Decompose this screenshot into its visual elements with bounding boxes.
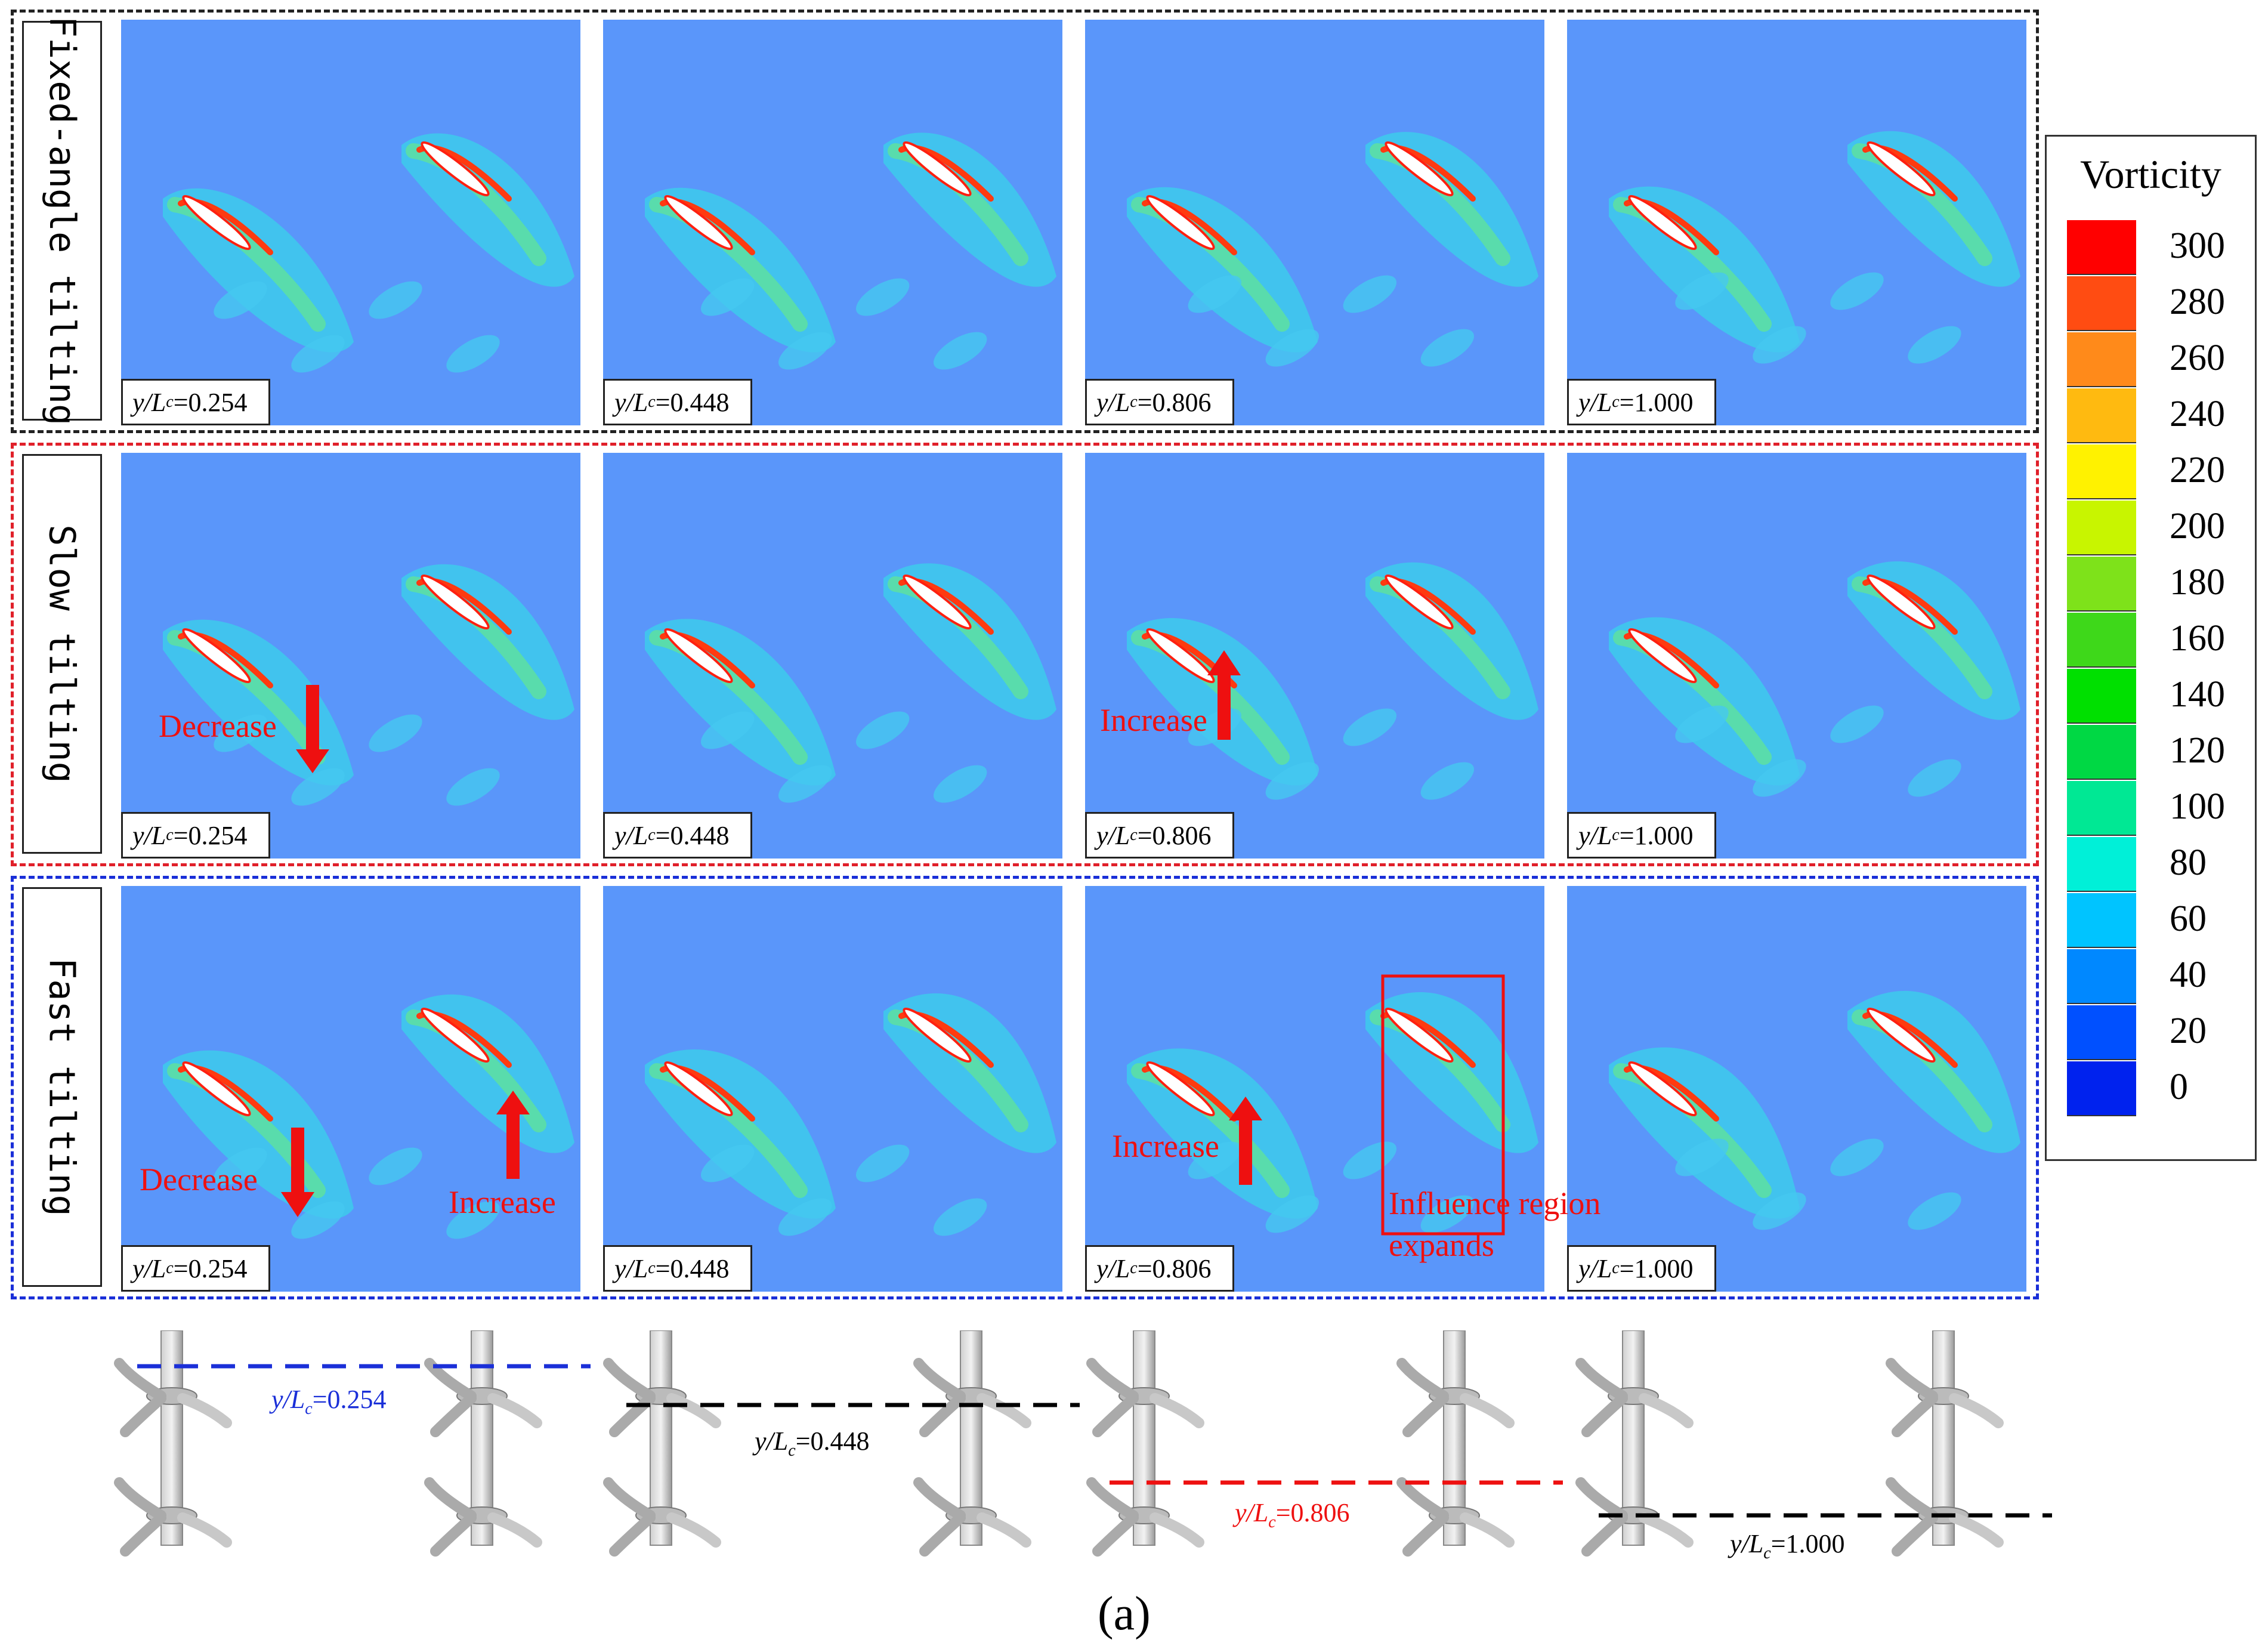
legend-tick-label: 100: [2170, 786, 2225, 827]
legend-tick-label: 120: [2170, 730, 2225, 771]
legend-swatch: [2067, 388, 2136, 443]
legend-tick-label: 140: [2170, 674, 2225, 715]
vorticity-legend: Vorticity 300 280 260 240 220 200 180 160 140 120…: [2045, 135, 2257, 1161]
vorticity-field: [1609, 561, 2020, 797]
legend-tick-label: 40: [2170, 955, 2207, 995]
legend-swatch: [2067, 1061, 2136, 1116]
legend-tick-label: 300: [2170, 226, 2225, 266]
legend-swatch: [2067, 949, 2136, 1004]
legend-tick-label: 20: [2170, 1011, 2207, 1051]
legend-swatch: [2067, 613, 2136, 668]
height-label: y/Lc=0.254: [271, 1385, 387, 1418]
legend-swatch: [2067, 501, 2136, 555]
vorticity-field: [645, 563, 1056, 803]
row-label-fixed-angle: Fixed-angle tilting: [22, 16, 102, 425]
row-label-fast: Fast tilting: [22, 887, 102, 1287]
vorticity-field: [163, 994, 574, 1239]
legend-tick-label: 260: [2170, 338, 2225, 378]
row-label-slow: Slow tilting: [22, 454, 102, 854]
legend-swatch: [2067, 557, 2136, 612]
vorticity-field: [645, 993, 1056, 1236]
annotation-expands: expands: [1389, 1227, 1494, 1263]
legend-swatch: [2067, 837, 2136, 892]
height-label: y/Lc=0.806: [1235, 1498, 1350, 1531]
legend-swatch: [2067, 725, 2136, 780]
figure-caption: (a): [1098, 1588, 1151, 1640]
legend-swatch: [2067, 893, 2136, 948]
legend-swatch: [2067, 781, 2136, 836]
legend-tick-label: 220: [2170, 450, 2225, 490]
annotation-increase: Increase: [1100, 702, 1207, 738]
annotation-decrease: Decrease: [140, 1162, 258, 1197]
annotation-increase: Increase: [1112, 1128, 1219, 1164]
annotation-increase: Increase: [449, 1184, 556, 1220]
legend-tick-label: 80: [2170, 842, 2207, 883]
vorticity-field: [163, 133, 574, 373]
legend-tick-label: 0: [2170, 1067, 2188, 1107]
legend-swatch: [2067, 444, 2136, 499]
legend-swatch: [2067, 276, 2136, 331]
impeller-drawings: [114, 1330, 2052, 1557]
height-label: y/Lc=1.000: [1730, 1529, 1845, 1563]
legend-swatch: [2067, 332, 2136, 387]
legend-swatch: [2067, 220, 2136, 275]
vorticity-field: [1609, 990, 2020, 1230]
legend-tick-label: 200: [2170, 506, 2225, 546]
height-label: y/Lc=0.448: [755, 1426, 870, 1460]
vorticity-field: [1127, 992, 1538, 1233]
legend-swatch: [2067, 669, 2136, 724]
vorticity-field: [1609, 131, 2020, 364]
legend-tick-label: 240: [2170, 394, 2225, 434]
annotation-influence-region: Influence region: [1389, 1185, 1601, 1221]
legend-tick-label: 160: [2170, 618, 2225, 659]
legend-tick-label: 180: [2170, 562, 2225, 603]
vorticity-field: [1127, 132, 1538, 367]
legend-tick-label: 60: [2170, 898, 2207, 939]
annotation-decrease: Decrease: [159, 708, 277, 744]
vorticity-field: [645, 132, 1056, 370]
legend-swatch: [2067, 1005, 2136, 1060]
legend-title: Vorticity: [2080, 152, 2221, 197]
legend-tick-label: 280: [2170, 282, 2225, 322]
